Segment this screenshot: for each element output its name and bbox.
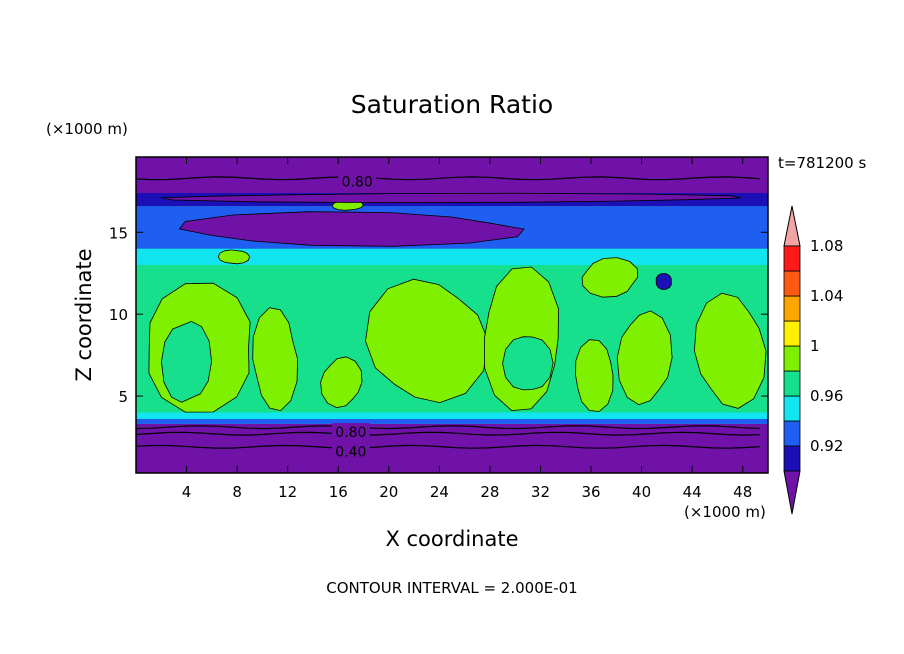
colorbar-tick-label: 1	[810, 337, 820, 355]
colorbar-swatch-7	[783, 295, 801, 322]
contour-line-3	[135, 444, 761, 449]
y-unit-label: (×1000 m)	[46, 120, 128, 138]
contour-patch-3	[320, 356, 363, 409]
contour-band-7	[136, 157, 768, 194]
contour-lines	[135, 176, 761, 449]
contour-labels: 0.80 0.80 0.40	[331, 172, 377, 461]
y-tick-label: 5	[118, 388, 128, 406]
x-tick-label: 48	[733, 483, 752, 501]
x-tick-label: 4	[182, 483, 192, 501]
contour-label-bg	[331, 442, 370, 459]
contour-band-1	[136, 418, 768, 424]
contour-patch-12	[655, 273, 672, 290]
plot-frame	[135, 156, 769, 474]
contour-patch-7	[575, 339, 614, 412]
colorbar-swatch-4	[783, 370, 801, 397]
x-axis-title: X coordinate	[385, 527, 518, 551]
contour-label: 0.80	[335, 425, 366, 441]
x-tick-label: 40	[632, 483, 651, 501]
contour-label: 0.80	[342, 175, 373, 191]
x-tick-label: 32	[531, 483, 550, 501]
contour-interval-note: CONTOUR INTERVAL = 2.000E-01	[326, 579, 577, 597]
contour-patches	[148, 192, 767, 413]
contour-patch-15	[160, 192, 741, 204]
contour-band-2	[136, 412, 768, 419]
x-tick-label: 16	[329, 483, 348, 501]
colorbar-swatch-5	[783, 345, 801, 372]
colorbar-swatch-8	[783, 270, 801, 297]
colorbar-tick-label: 0.96	[810, 387, 843, 405]
colorbar-swatch-9	[783, 245, 801, 272]
time-label: t=781200 s	[778, 154, 866, 172]
x-tick-label: 24	[430, 483, 449, 501]
x-tick-label: 20	[379, 483, 398, 501]
contour-label-bg	[331, 423, 370, 440]
x-tick-label: 28	[480, 483, 499, 501]
contour-patch-6	[502, 336, 554, 391]
y-tick-label: 15	[109, 224, 128, 242]
colorbar-max-arrow	[783, 205, 801, 247]
x-tick-label: 8	[232, 483, 242, 501]
y-tick-label: 10	[109, 306, 128, 324]
contour-patch-1	[160, 320, 213, 403]
y-axis-title: Z coordinate	[72, 248, 96, 381]
colorbar-tick-label: 0.92	[810, 437, 843, 455]
contour-patch-10	[581, 257, 639, 298]
contour-patch-2	[252, 307, 299, 412]
colorbar-swatch-1	[783, 445, 801, 472]
contour-patch-11	[217, 249, 251, 265]
colorbar-swatch-3	[783, 395, 801, 422]
contour-label-bg	[338, 172, 377, 189]
contour-line-0	[135, 176, 761, 181]
contour-patch-8	[616, 310, 673, 406]
x-tick-label: 12	[278, 483, 297, 501]
y-axis: 5 10 15	[109, 224, 768, 406]
contour-patch-4	[365, 278, 489, 404]
x-tick-label: 44	[683, 483, 702, 501]
contour-label: 0.40	[335, 445, 366, 461]
colorbar-min-arrow	[783, 470, 801, 515]
chart-title: Saturation Ratio	[351, 90, 553, 119]
contour-patch-9	[693, 292, 767, 409]
contour-line-2	[135, 431, 761, 436]
contour-patch-14	[178, 211, 525, 247]
contour-line-1	[135, 425, 761, 430]
contour-plot-area: 0.80 0.80 0.40	[135, 156, 769, 474]
colorbar-tick-label: 1.08	[810, 237, 843, 255]
colorbar-swatch-2	[783, 420, 801, 447]
colorbar-swatch-6	[783, 320, 801, 347]
x-unit-label: (×1000 m)	[684, 503, 766, 521]
x-tick-label: 36	[581, 483, 600, 501]
colorbar-tick-label: 1.04	[810, 287, 843, 305]
x-axis: 4 8 12 16 20 24 28 32 36 40 44 48	[182, 157, 752, 501]
colorbar: 0.92 0.96 1 1.04 1.08	[783, 205, 843, 515]
contour-band-0	[136, 423, 768, 473]
